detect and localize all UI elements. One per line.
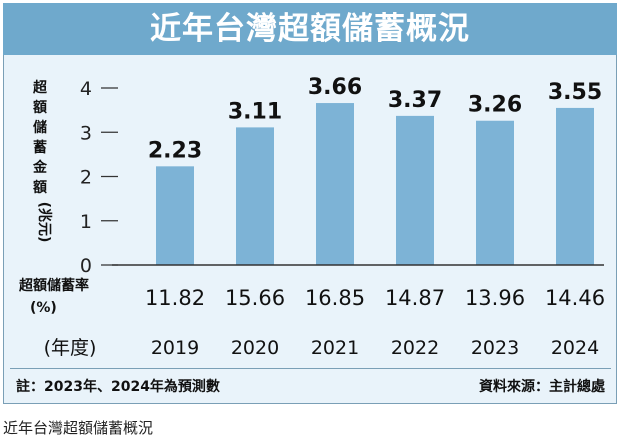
saving-rate-unit: (%)	[30, 300, 57, 316]
footer-divider	[10, 368, 611, 369]
saving-rate-value: 13.96	[465, 286, 525, 310]
saving-rate-value: 15.66	[225, 286, 285, 310]
y-tick-label: 1	[80, 211, 92, 233]
saving-rate-value: 14.87	[385, 286, 445, 310]
saving-rate-value: 16.85	[305, 286, 365, 310]
bar	[556, 107, 594, 265]
y-axis-ticks: 0 1 2 3 4	[80, 78, 118, 277]
x-axis-label: (年度)	[44, 337, 97, 359]
bar-value-label: 3.26	[468, 93, 522, 118]
y-axis-label-char: 儲	[32, 119, 47, 136]
x-axis-tick-labels: 2019 2020 2021 2022 2023 2024	[151, 337, 599, 359]
y-tick-label: 3	[80, 122, 92, 144]
bar	[396, 115, 434, 265]
saving-rate-value: 14.46	[545, 286, 605, 310]
y-tick-label: 0	[80, 255, 92, 277]
y-tick-label: 4	[80, 78, 92, 100]
y-axis-label-char: 蓄	[33, 139, 47, 156]
bar	[236, 127, 274, 265]
bar	[156, 166, 194, 265]
x-tick-label: 2024	[551, 337, 599, 359]
y-axis-label-char: 金	[32, 159, 48, 176]
bar-value-label: 3.66	[308, 75, 362, 100]
bar-value-label: 3.37	[388, 88, 442, 113]
x-tick-label: 2021	[311, 337, 359, 359]
bar-value-label: 3.55	[548, 80, 602, 105]
source-note: 資料來源：主計總處	[479, 379, 605, 395]
bar-value-label: 2.23	[148, 138, 202, 163]
bars: 2.23 3.11 3.66 3.37 3.26 3.55	[148, 75, 602, 266]
y-axis-label-char: 額	[32, 179, 47, 196]
footnote: 註：2023年、2024年為預測數	[16, 379, 220, 395]
saving-rate-label: 超額儲蓄率	[18, 277, 89, 294]
saving-rate-value: 11.82	[145, 286, 205, 310]
chart-frame	[3, 3, 617, 404]
x-tick-label: 2022	[391, 337, 439, 359]
bar-value-label: 3.11	[228, 99, 282, 124]
bar	[476, 120, 514, 266]
x-tick-label: 2020	[231, 337, 279, 359]
y-axis-label-char: 超	[32, 79, 48, 96]
y-axis-unit: (兆元)	[36, 202, 52, 243]
bar	[316, 103, 354, 265]
y-tick-label: 2	[80, 167, 92, 189]
chart-title: 近年台灣超額儲蓄概況	[3, 3, 617, 55]
image-caption: 近年台灣超額儲蓄概況	[3, 419, 154, 437]
x-tick-label: 2019	[151, 337, 199, 359]
x-tick-label: 2023	[471, 337, 519, 359]
saving-rates-row: 11.82 15.66 16.85 14.87 13.96 14.46	[145, 286, 605, 310]
y-axis-label-char: 額	[32, 99, 47, 116]
